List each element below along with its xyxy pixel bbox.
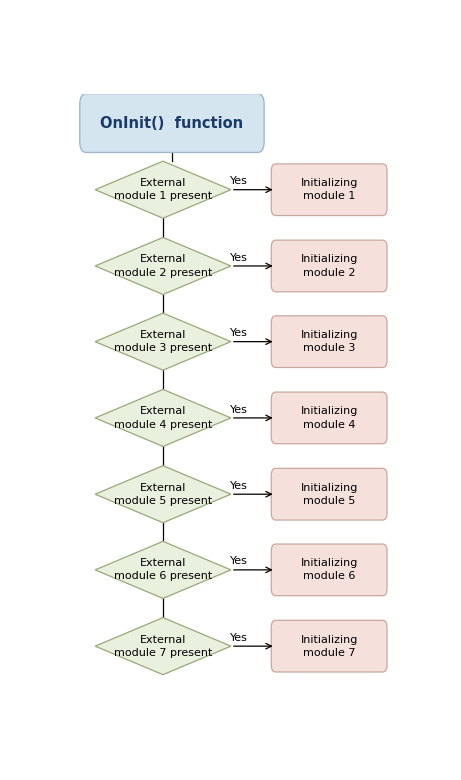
Text: Initializing
module 5: Initializing module 5 — [301, 483, 358, 505]
Polygon shape — [95, 389, 231, 446]
Text: External
module 3 present: External module 3 present — [114, 330, 212, 353]
FancyBboxPatch shape — [271, 392, 387, 444]
FancyBboxPatch shape — [271, 316, 387, 367]
Text: External
module 2 present: External module 2 present — [114, 254, 212, 278]
Text: Initializing
module 6: Initializing module 6 — [301, 558, 358, 581]
Text: External
module 1 present: External module 1 present — [114, 178, 212, 201]
Text: OnInit()  function: OnInit() function — [100, 115, 243, 130]
Polygon shape — [95, 237, 231, 295]
Text: Yes: Yes — [230, 176, 248, 186]
Text: External
module 7 present: External module 7 present — [114, 635, 212, 658]
Text: Initializing
module 1: Initializing module 1 — [301, 178, 358, 201]
Text: Yes: Yes — [230, 633, 248, 643]
Text: Initializing
module 2: Initializing module 2 — [301, 254, 358, 278]
Text: Initializing
module 7: Initializing module 7 — [301, 635, 358, 658]
FancyBboxPatch shape — [271, 544, 387, 596]
Text: External
module 4 present: External module 4 present — [114, 406, 212, 430]
Polygon shape — [95, 161, 231, 218]
Text: External
module 6 present: External module 6 present — [114, 558, 212, 581]
Polygon shape — [95, 466, 231, 523]
Polygon shape — [95, 618, 231, 675]
Text: Yes: Yes — [230, 405, 248, 414]
FancyBboxPatch shape — [271, 468, 387, 520]
FancyBboxPatch shape — [271, 164, 387, 215]
FancyBboxPatch shape — [80, 94, 264, 152]
FancyBboxPatch shape — [271, 240, 387, 292]
Text: Yes: Yes — [230, 556, 248, 566]
FancyBboxPatch shape — [271, 620, 387, 672]
Text: Yes: Yes — [230, 328, 248, 339]
Text: Yes: Yes — [230, 253, 248, 263]
Polygon shape — [95, 541, 231, 598]
Polygon shape — [95, 313, 231, 370]
Text: External
module 5 present: External module 5 present — [114, 483, 212, 505]
Text: Initializing
module 4: Initializing module 4 — [301, 406, 358, 430]
Text: Initializing
module 3: Initializing module 3 — [301, 330, 358, 353]
Text: Yes: Yes — [230, 480, 248, 491]
